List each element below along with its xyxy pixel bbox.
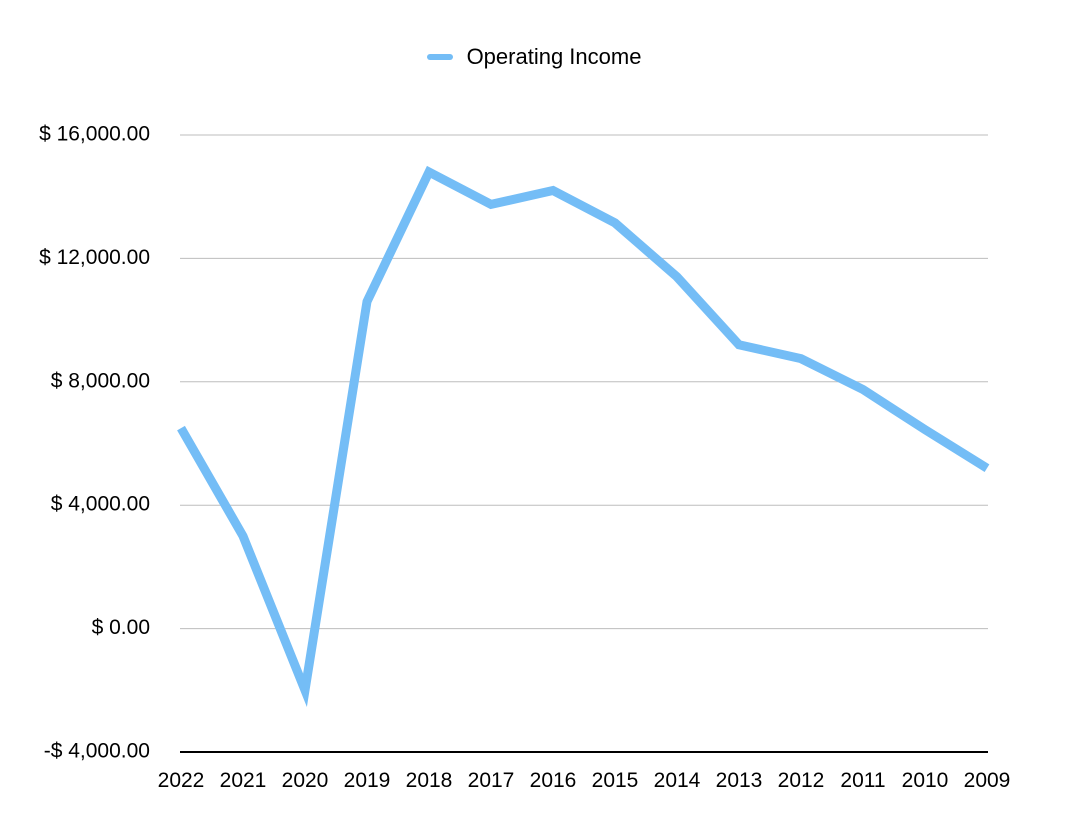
- x-tick-label: 2016: [530, 769, 577, 792]
- y-tick-label: $ 12,000.00: [39, 246, 150, 269]
- legend-label: Operating Income: [466, 44, 642, 69]
- x-tick-label: 2011: [840, 769, 885, 792]
- x-tick-label: 2014: [654, 769, 701, 792]
- x-tick-label: 2010: [902, 769, 949, 792]
- x-tick-label: 2020: [282, 769, 329, 792]
- x-tick-label: 2012: [778, 769, 825, 792]
- x-tick-label: 2015: [592, 769, 639, 792]
- chart-legend: Operating Income: [0, 44, 1068, 70]
- series-line-operating-income: [177, 165, 990, 708]
- x-tick-label: 2013: [716, 769, 763, 792]
- y-tick-label: $ 0.00: [92, 616, 150, 639]
- legend-swatch: [426, 54, 453, 60]
- x-tick-label: 2017: [468, 769, 515, 792]
- y-tick-label: $ 4,000.00: [51, 493, 150, 516]
- y-tick-label: $ 16,000.00: [39, 123, 150, 146]
- y-tick-label: $ 8,000.00: [51, 369, 150, 392]
- y-tick-label: -$ 4,000.00: [44, 740, 150, 763]
- x-tick-label: 2009: [964, 769, 1011, 792]
- x-tick-label: 2021: [220, 769, 267, 792]
- x-tick-label: 2018: [406, 769, 453, 792]
- x-tick-label: 2019: [344, 769, 391, 792]
- x-tick-label: 2022: [158, 769, 205, 792]
